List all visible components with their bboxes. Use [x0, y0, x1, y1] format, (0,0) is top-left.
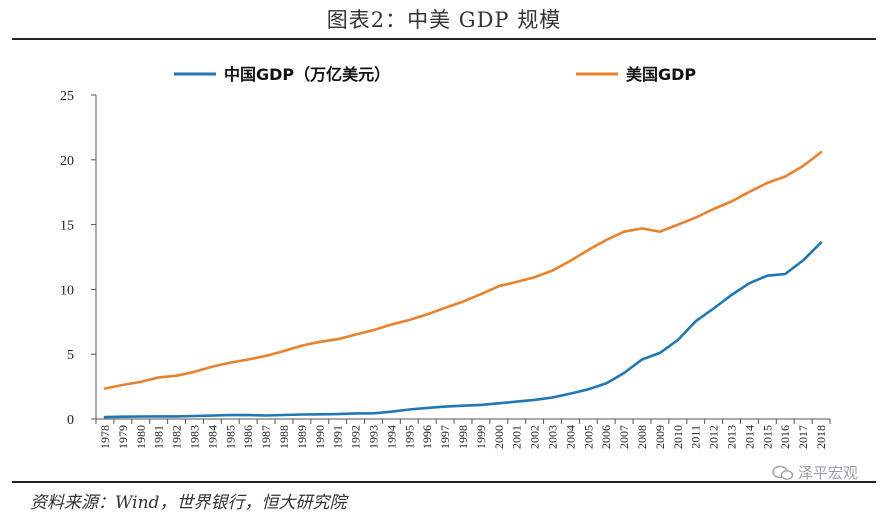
legend: 中国GDP（万亿美元） 美国GDP	[174, 65, 696, 84]
y-tick-label: 15	[60, 219, 74, 234]
x-tick-label: 1993	[366, 425, 380, 449]
x-tick-label: 2017	[796, 425, 810, 449]
bottom-divider	[12, 481, 876, 483]
legend-label-1: 美国GDP	[626, 65, 696, 84]
line-chart: 中国GDP（万亿美元） 美国GDP 0 5 10 15 20 25 1978 1979 1980 1…	[60, 65, 831, 449]
x-tick-label: 2000	[492, 425, 506, 449]
x-tick-label: 1986	[241, 425, 255, 449]
y-tick-label: 25	[60, 89, 74, 104]
x-tick-label: 2011	[689, 425, 703, 449]
legend-label-0: 中国GDP（万亿美元）	[224, 65, 390, 84]
wechat-icon	[772, 465, 794, 480]
x-tick-label: 1994	[384, 425, 398, 449]
x-tick-label: 1982	[170, 425, 184, 449]
x-tick-label: 2008	[635, 425, 649, 449]
x-tick-label: 1992	[349, 425, 363, 449]
watermark: 泽平宏观	[772, 462, 858, 483]
y-tick-label: 0	[67, 413, 74, 428]
x-tick-label: 1988	[277, 425, 291, 449]
y-tick-label: 20	[60, 154, 74, 169]
x-tick-label: 1984	[205, 425, 219, 449]
page-title: 图表2：中美 GDP 规模	[326, 8, 562, 32]
series-line-0	[103, 241, 823, 419]
x-tick-label: 1978	[98, 425, 112, 449]
x-tick-label: 1997	[438, 425, 452, 449]
x-tick-label: 1981	[152, 425, 166, 449]
x-tick-label: 1999	[474, 425, 488, 449]
watermark-text: 泽平宏观	[797, 464, 858, 482]
x-tick-label: 1990	[313, 425, 327, 449]
x-tick-label: 2001	[510, 425, 524, 449]
x-tick-label: 2002	[528, 425, 542, 449]
x-tick-label: 1985	[223, 425, 237, 449]
x-tick-label: 2007	[617, 425, 631, 449]
x-tick-label: 1989	[295, 425, 309, 449]
x-tick-label: 1987	[259, 425, 273, 449]
x-tick-label: 2018	[814, 425, 828, 449]
x-tick-label: 2004	[563, 425, 577, 449]
x-tick-label: 2013	[725, 425, 739, 449]
x-tick-label: 2012	[707, 425, 721, 449]
x-tick-label: 1980	[134, 425, 148, 449]
y-tick-label: 5	[67, 348, 74, 363]
x-tick-label: 2005	[581, 425, 595, 449]
x-tick-label: 1983	[187, 425, 201, 449]
x-tick-label: 1998	[456, 425, 470, 449]
x-tick-label: 2015	[760, 425, 774, 449]
x-tick-label: 1995	[402, 425, 416, 449]
x-tick-label: 1991	[331, 425, 345, 449]
x-tick-label: 2014	[742, 425, 756, 449]
x-tick-label: 1996	[420, 425, 434, 449]
x-tick-label: 1979	[116, 425, 130, 449]
x-tick-label: 2016	[778, 425, 792, 449]
x-tick-label: 2009	[653, 425, 667, 449]
x-tick-label: 2010	[671, 425, 685, 449]
x-tick-label: 2003	[546, 425, 560, 449]
y-tick-label: 10	[60, 283, 74, 298]
x-tick-label: 2006	[599, 425, 613, 449]
series-line-1	[103, 151, 823, 390]
source-note: 资料来源：Wind，世界银行，恒大研究院	[30, 493, 347, 513]
top-divider	[12, 38, 876, 40]
axes: 0 5 10 15 20 25 1978 1979 1980 1981 1982 1983 1984 19…	[60, 89, 831, 449]
series-lines	[103, 151, 823, 419]
